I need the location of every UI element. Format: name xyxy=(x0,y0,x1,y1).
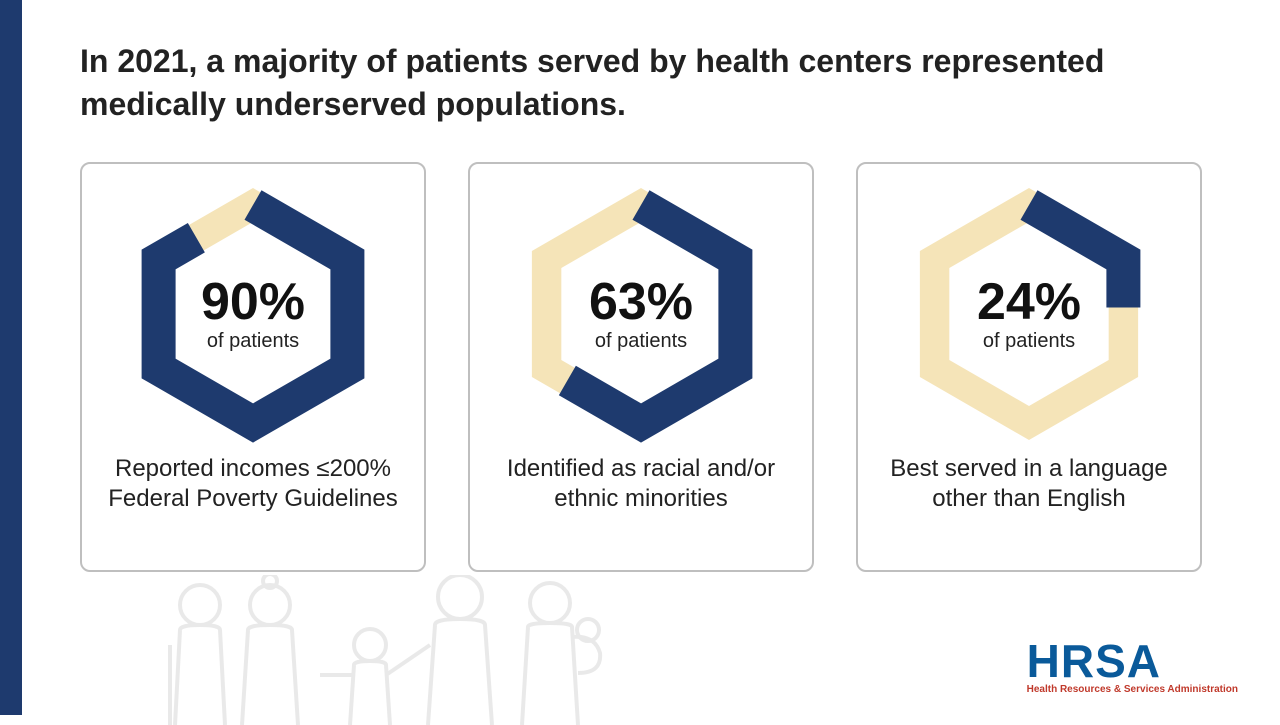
people-silhouette-icon xyxy=(140,575,700,725)
stat-card: 24% of patients Best served in a languag… xyxy=(856,162,1202,572)
logo-sub-text: Health Resources & Services Administrati… xyxy=(1027,684,1238,695)
stat-caption: Reported incomes ≤200% Federal Poverty G… xyxy=(102,454,404,514)
hex-center-label: 90% of patients xyxy=(201,276,305,353)
hex-donut-icon: 90% of patients xyxy=(123,184,383,444)
hrsa-logo: HRSA Health Resources & Services Adminis… xyxy=(1027,641,1238,695)
pct-sublabel: of patients xyxy=(977,330,1081,353)
pct-sublabel: of patients xyxy=(589,330,693,353)
pct-sublabel: of patients xyxy=(201,330,305,353)
stat-card: 90% of patients Reported incomes ≤200% F… xyxy=(80,162,426,572)
pct-value: 63% xyxy=(589,276,693,328)
hex-center-label: 63% of patients xyxy=(589,276,693,353)
slide-content: In 2021, a majority of patients served b… xyxy=(80,40,1220,572)
hex-center-label: 24% of patients xyxy=(977,276,1081,353)
hex-donut-icon: 63% of patients xyxy=(511,184,771,444)
stat-card: 63% of patients Identified as racial and… xyxy=(468,162,814,572)
pct-value: 24% xyxy=(977,276,1081,328)
stat-caption: Best served in a language other than Eng… xyxy=(878,454,1180,514)
slide-title: In 2021, a majority of patients served b… xyxy=(80,40,1220,126)
stat-caption: Identified as racial and/or ethnic minor… xyxy=(490,454,792,514)
accent-left-bar xyxy=(0,0,22,715)
hex-donut-icon: 24% of patients xyxy=(899,184,1159,444)
logo-main-text: HRSA xyxy=(1027,641,1238,682)
stat-cards-row: 90% of patients Reported incomes ≤200% F… xyxy=(80,162,1220,572)
pct-value: 90% xyxy=(201,276,305,328)
